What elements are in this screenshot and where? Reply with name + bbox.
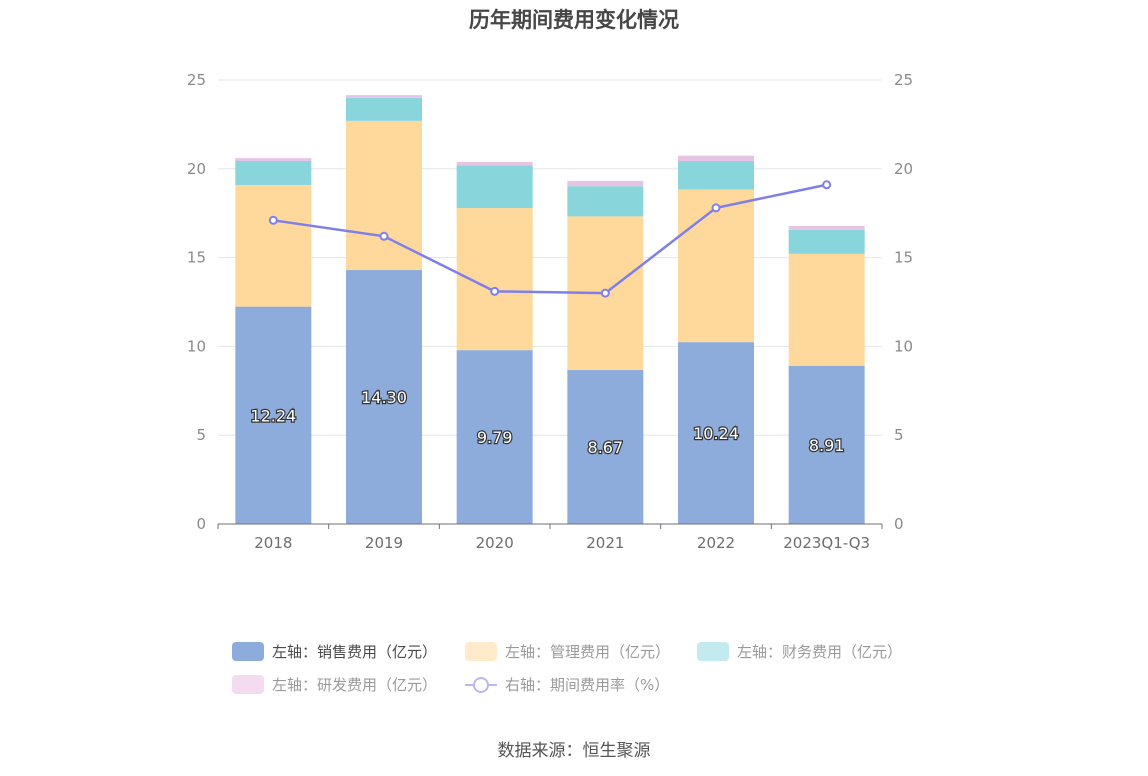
x-axis-tick-label: 2018 (254, 534, 292, 552)
legend-label-admin: 左轴：管理费用（亿元） (505, 642, 671, 661)
bar-2019-series-0 (346, 270, 422, 524)
left-axis-tick-label: 5 (196, 426, 206, 444)
legend-item-finance[interactable]: 左轴：财务费用（亿元） (697, 638, 902, 664)
bar-value-label: 9.79 (477, 428, 513, 447)
bar-2022-series-3 (678, 155, 754, 161)
bar-value-label: 8.91 (809, 436, 845, 455)
legend-item-expense-rate[interactable]: 右轴：期间费用率（%） (465, 671, 669, 697)
line-path-expense-rate (273, 183, 827, 295)
bar-2018-series-0 (235, 306, 312, 524)
bar-2018-series-1 (235, 184, 312, 307)
line-point-2021 (600, 288, 610, 298)
line-point-2019 (379, 231, 389, 241)
legend-item-sales[interactable]: 左轴：销售费用（亿元） (232, 638, 437, 664)
bar-2021-series-3 (567, 180, 644, 187)
grid-lines (218, 79, 882, 436)
x-axis-tick-label: 2019 (365, 534, 403, 552)
legend-swatch-admin (465, 641, 497, 661)
legend-swatch-rd (232, 674, 264, 694)
line-point-2023Q1-Q3 (822, 180, 832, 190)
legend-item-admin[interactable]: 左轴：管理费用（亿元） (465, 638, 670, 664)
legend-label-finance: 左轴：财务费用（亿元） (737, 642, 903, 661)
bar-2020-series-3 (456, 161, 533, 166)
right-axis-tick-label: 25 (894, 71, 913, 89)
bar-2023Q1-Q3-series-0 (788, 365, 865, 524)
x-axis-tick-label: 2023Q1-Q3 (783, 534, 870, 552)
bar-2019-series-2 (346, 97, 422, 121)
bar-2018-series-2 (235, 160, 312, 185)
bar-2018-series-3 (235, 158, 312, 161)
legend-item-rd[interactable]: 左轴：研发费用（亿元） (232, 671, 437, 697)
left-axis-tick-label: 0 (196, 515, 206, 533)
bar-series (235, 95, 865, 524)
legend-label-rd: 左轴：研发费用（亿元） (272, 675, 438, 694)
line-point-2018 (268, 215, 278, 225)
chart-title: 历年期间费用变化情况 (469, 8, 679, 32)
bar-2022-series-2 (678, 160, 754, 190)
bar-2023Q1-Q3-series-3 (788, 225, 865, 230)
bar-2021-series-0 (567, 370, 644, 524)
bar-value-label: 12.24 (250, 406, 296, 425)
bar-2021-series-2 (567, 186, 644, 217)
right-axis-tick-label: 20 (894, 160, 913, 178)
line-point-2020 (490, 286, 500, 296)
left-axis-tick-label: 10 (187, 337, 206, 355)
legend-swatch-sales (232, 641, 264, 661)
legend-swatch-finance (697, 641, 729, 661)
left-axis-tick-label: 20 (187, 160, 206, 178)
legend-swatch-expense-rate (465, 675, 497, 694)
right-axis-tick-label: 5 (894, 426, 904, 444)
bar-2020-series-2 (456, 165, 533, 209)
x-axis-tick-label: 2020 (476, 534, 514, 552)
bar-2020-series-0 (456, 350, 533, 524)
bar-2019-series-3 (346, 95, 422, 98)
bar-value-label: 10.24 (693, 424, 739, 443)
left-axis-tick-label: 25 (187, 71, 206, 89)
bar-value-label: 14.30 (361, 388, 407, 407)
data-labels: 12.24 14.30 9.79 8.67 10.24 8.91 (249, 387, 845, 458)
line-point-2022 (711, 203, 721, 213)
left-axis-tick-label: 15 (187, 249, 206, 267)
bar-2023Q1-Q3-series-2 (788, 229, 865, 254)
axes: 0 5 10 15 20 25 0 5 10 15 20 25 2018 2019 2020 2021 2022… (187, 71, 913, 552)
right-axis-tick-label: 0 (894, 515, 904, 533)
legend-label-expense-rate: 右轴：期间费用率（%） (505, 675, 670, 694)
bar-value-label: 8.67 (588, 438, 624, 457)
right-axis-tick-label: 10 (894, 337, 913, 355)
bar-2022-series-0 (678, 342, 754, 524)
right-axis-tick-label: 15 (894, 249, 913, 267)
data-source: 数据来源：恒生聚源 (497, 741, 651, 761)
x-axis-tick-label: 2021 (586, 534, 624, 552)
bar-2022-series-1 (678, 189, 754, 343)
x-axis-tick-label: 2022 (697, 534, 735, 552)
line-series (268, 180, 832, 298)
legend-label-sales: 左轴：销售费用（亿元） (272, 642, 438, 661)
bar-2019-series-1 (346, 120, 422, 271)
bar-2023Q1-Q3-series-1 (788, 253, 865, 366)
